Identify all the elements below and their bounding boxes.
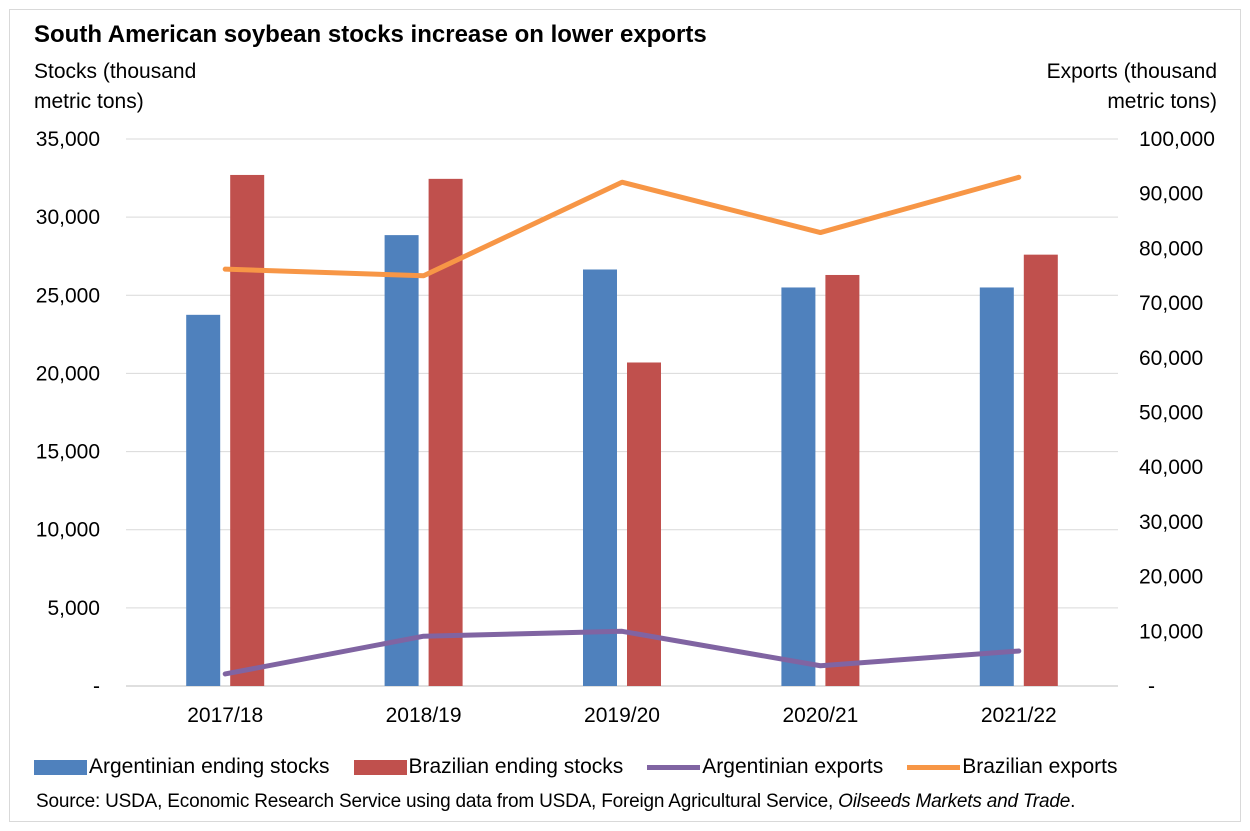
left-tick-label: 20,000 <box>36 362 100 385</box>
source-text: Source: USDA, Economic Research Service … <box>36 791 839 812</box>
chart-title: South American soybean stocks increase o… <box>34 21 707 48</box>
legend-swatch <box>647 764 701 770</box>
left-tick-label: - <box>93 675 100 698</box>
bar-brazilian-stocks <box>230 174 265 686</box>
legend-item-brazilian-stocks: Brazilian ending stocks <box>353 755 624 779</box>
right-tick-label: 50,000 <box>1139 402 1203 425</box>
legend-label: Brazilian ending stocks <box>408 755 624 778</box>
legend-item-argentinian-exports: Argentinian exports <box>647 755 883 779</box>
bar-argentinian-stocks <box>583 269 617 686</box>
legend-label: Argentinian exports <box>702 755 884 778</box>
bar-argentinian-stocks <box>186 314 221 686</box>
left-tick-label: 30,000 <box>36 206 100 229</box>
legend: Argentinian ending stocks Brazilian endi… <box>34 752 1141 782</box>
right-tick-label: 100,000 <box>1139 128 1215 151</box>
legend-swatch <box>353 759 407 775</box>
legend-label: Brazilian exports <box>962 755 1118 778</box>
legend-item-brazilian-exports: Brazilian exports <box>907 755 1117 779</box>
left-tick-label: 5,000 <box>47 597 100 620</box>
right-axis-label: Exports (thousand metric tons) <box>1046 60 1217 113</box>
right-tick-label: 70,000 <box>1139 292 1203 315</box>
x-tick-label: 2018/19 <box>386 704 462 727</box>
line-brazilian-exports <box>222 174 1022 279</box>
right-tick-label: 10,000 <box>1139 620 1203 643</box>
right-tick-label: 60,000 <box>1139 347 1203 370</box>
right-tick-label: 80,000 <box>1139 237 1203 260</box>
left-tick-label: 15,000 <box>36 441 100 464</box>
bar-brazilian-stocks <box>1023 254 1058 686</box>
left-tick-label: 25,000 <box>36 284 100 307</box>
x-tick-label: 2020/21 <box>782 704 858 727</box>
right-tick-label: - <box>1148 675 1155 698</box>
right-tick-label: 20,000 <box>1139 566 1203 589</box>
source-note: Source: USDA, Economic Research Service … <box>36 791 1075 813</box>
bar-argentinian-stocks <box>384 235 419 686</box>
left-tick-label: 10,000 <box>36 519 100 542</box>
x-tick-label: 2019/20 <box>584 704 660 727</box>
legend-item-argentinian-stocks: Argentinian ending stocks <box>34 755 330 779</box>
legend-swatch <box>34 759 87 775</box>
bar-brazilian-stocks <box>428 178 463 687</box>
left-tick-label: 35,000 <box>36 128 100 151</box>
right-tick-label: 90,000 <box>1139 183 1203 206</box>
line-argentinian-exports <box>222 628 1022 677</box>
legend-swatch <box>907 764 961 770</box>
source-end: . <box>1070 791 1076 812</box>
chart-frame <box>9 9 1241 822</box>
bar-brazilian-stocks <box>825 274 860 686</box>
left-axis-label: Stocks (thousand metric tons) <box>34 60 197 113</box>
bar-argentinian-stocks <box>979 287 1014 686</box>
legend-label: Argentinian ending stocks <box>89 755 330 778</box>
x-tick-label: 2021/22 <box>981 704 1057 727</box>
bar-argentinian-stocks <box>781 287 816 686</box>
right-tick-label: 30,000 <box>1139 511 1203 534</box>
source-publication: Oilseeds Markets and Trade <box>838 791 1071 812</box>
right-tick-label: 40,000 <box>1139 456 1203 479</box>
x-tick-label: 2017/18 <box>187 704 263 727</box>
